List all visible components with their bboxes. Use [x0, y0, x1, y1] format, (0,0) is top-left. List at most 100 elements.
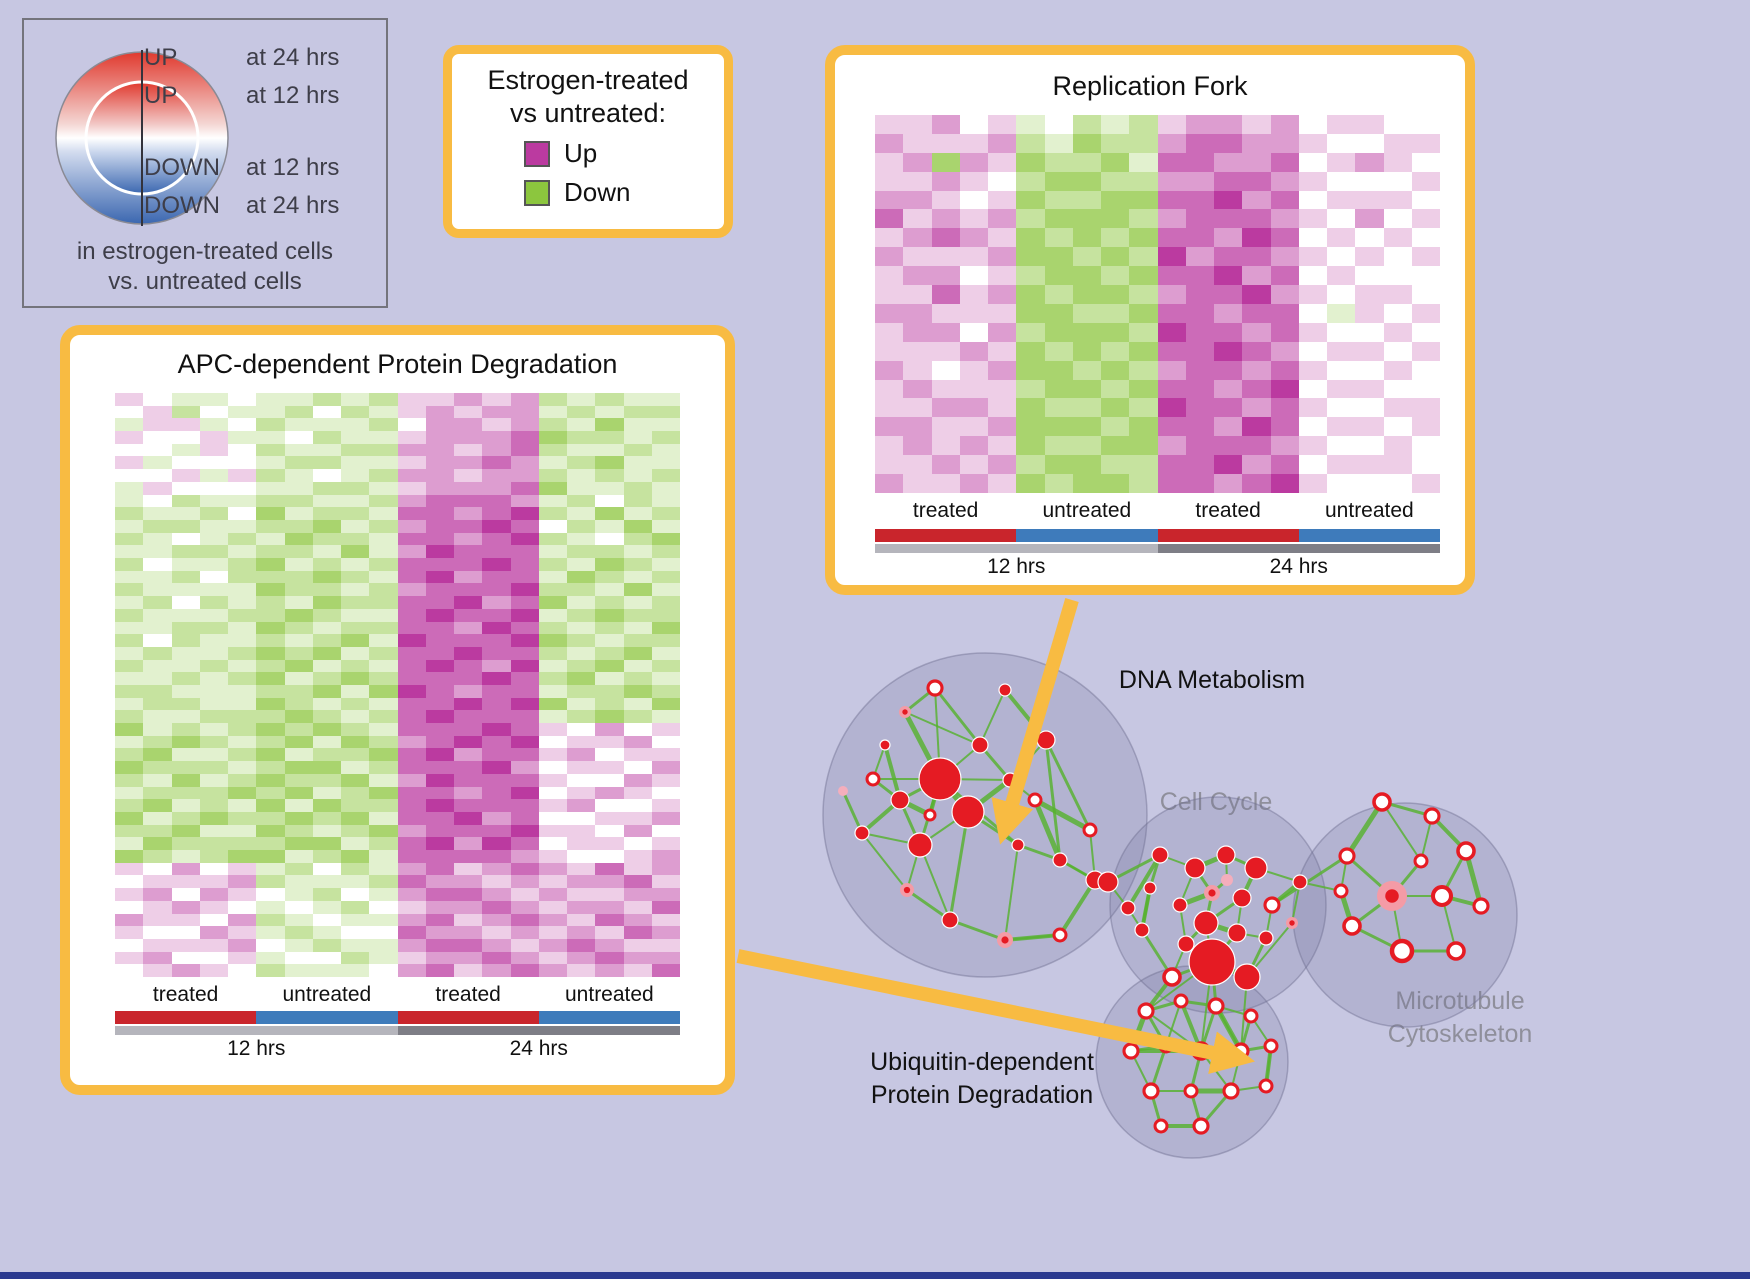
heatmap-cell	[1327, 474, 1356, 493]
heatmap-cell	[1101, 285, 1130, 304]
heatmap-cell	[369, 799, 398, 812]
network-node	[1446, 941, 1466, 961]
heatmap-cell	[369, 532, 398, 546]
heatmap-cell	[651, 850, 680, 863]
heatmap-cell	[341, 596, 370, 609]
heatmap-cell	[903, 133, 932, 153]
heatmap-cell	[482, 405, 511, 419]
heatmap-cell	[1214, 398, 1243, 418]
heatmap-cell	[115, 926, 144, 939]
heatmap-cell	[623, 659, 652, 673]
heatmap-cell	[228, 507, 257, 520]
heatmap-cell	[988, 115, 1017, 134]
heatmap-cell	[1101, 209, 1130, 229]
heatmap-cell	[1298, 360, 1327, 380]
heatmap-cell	[228, 862, 257, 876]
network-node	[1207, 997, 1225, 1015]
apc-time-bar	[115, 1026, 680, 1035]
heatmap-cell	[567, 583, 596, 597]
heatmap-cell	[651, 596, 680, 609]
heatmap-cell	[595, 608, 624, 622]
network-node	[1372, 792, 1392, 812]
heatmap-cell	[115, 723, 144, 736]
heatmap-cell	[228, 545, 257, 559]
heatmap-cell	[1016, 285, 1045, 304]
heatmap-cell	[143, 761, 172, 774]
heatmap-cell	[425, 684, 454, 698]
heatmap-cell	[651, 837, 680, 851]
heatmap-cell	[341, 431, 370, 444]
heatmap-cell	[1044, 152, 1073, 172]
heatmap-cell	[651, 431, 680, 444]
heatmap-cell	[1214, 417, 1243, 437]
heatmap-cell	[228, 850, 257, 863]
heatmap-cell	[369, 494, 398, 508]
heatmap-cell	[397, 659, 426, 673]
heatmap-cell	[341, 697, 370, 711]
heatmap-cell	[1072, 115, 1101, 134]
network-edge	[1128, 1010, 1149, 1052]
heatmap-cell	[567, 634, 596, 647]
network-node	[1177, 935, 1195, 953]
heatmap-cell	[510, 913, 539, 927]
heatmap-cell	[651, 900, 680, 914]
network-edge	[1236, 897, 1243, 934]
legend-up-24-word: UP	[144, 44, 178, 71]
network-edge	[948, 811, 970, 921]
heatmap-cell	[425, 723, 454, 736]
heatmap-cell	[1270, 322, 1299, 342]
heatmap-cell	[1355, 190, 1384, 210]
heatmap-cell	[1355, 115, 1384, 134]
heatmap-cell	[651, 697, 680, 711]
heatmap-cell	[256, 634, 285, 647]
network-edge	[1127, 907, 1143, 931]
heatmap-cell	[1270, 360, 1299, 380]
network-edge	[1265, 904, 1273, 939]
heatmap-cell	[425, 532, 454, 546]
network-edge	[1165, 1000, 1182, 1047]
heatmap-cell	[256, 799, 285, 812]
heatmap-cell	[1298, 209, 1327, 229]
heatmap-cell	[199, 710, 228, 724]
heatmap-cell	[256, 456, 285, 470]
heatmap-cell	[454, 723, 483, 736]
heatmap-cell	[1101, 417, 1130, 437]
heatmap-cell	[651, 507, 680, 520]
heatmap-cell	[1242, 285, 1271, 304]
heatmap-cell	[931, 247, 960, 267]
heatmap-cell	[284, 875, 313, 889]
heatmap-cell	[369, 659, 398, 673]
heatmap-cell	[171, 697, 200, 711]
heatmap-cell	[651, 456, 680, 470]
heatmap-cell	[143, 786, 172, 800]
heatmap-cell	[1072, 398, 1101, 418]
heatmap-cell	[1044, 360, 1073, 380]
heatmap-cell	[595, 456, 624, 470]
heatmap-cell	[567, 888, 596, 901]
network-edge	[1230, 1085, 1267, 1092]
network-edge	[1213, 1004, 1244, 1053]
heatmap-cell	[454, 646, 483, 660]
heatmap-cell	[284, 748, 313, 762]
heatmap-cell	[425, 469, 454, 482]
heatmap-cell	[199, 405, 228, 419]
heatmap-cell	[454, 786, 483, 800]
heatmap-cell	[988, 455, 1017, 475]
heatmap-cell	[482, 684, 511, 698]
network-edge	[1004, 934, 1061, 941]
heatmap-cell	[482, 672, 511, 685]
heatmap-cell	[1044, 285, 1073, 304]
heatmap-cell	[1129, 360, 1158, 380]
heatmap-cell	[623, 951, 652, 965]
heatmap-cell	[567, 684, 596, 698]
heatmap-cell	[595, 799, 624, 812]
heatmap-cell	[1157, 171, 1186, 191]
network-node	[941, 911, 959, 929]
heatmap-cell	[284, 938, 313, 952]
updown-legend-title: Estrogen-treated vs untreated:	[487, 64, 688, 130]
heatmap-cell	[510, 596, 539, 609]
heatmap-cell	[369, 888, 398, 901]
heatmap-cell	[595, 583, 624, 597]
heatmap-cell	[369, 913, 398, 927]
heatmap-cell	[510, 761, 539, 774]
